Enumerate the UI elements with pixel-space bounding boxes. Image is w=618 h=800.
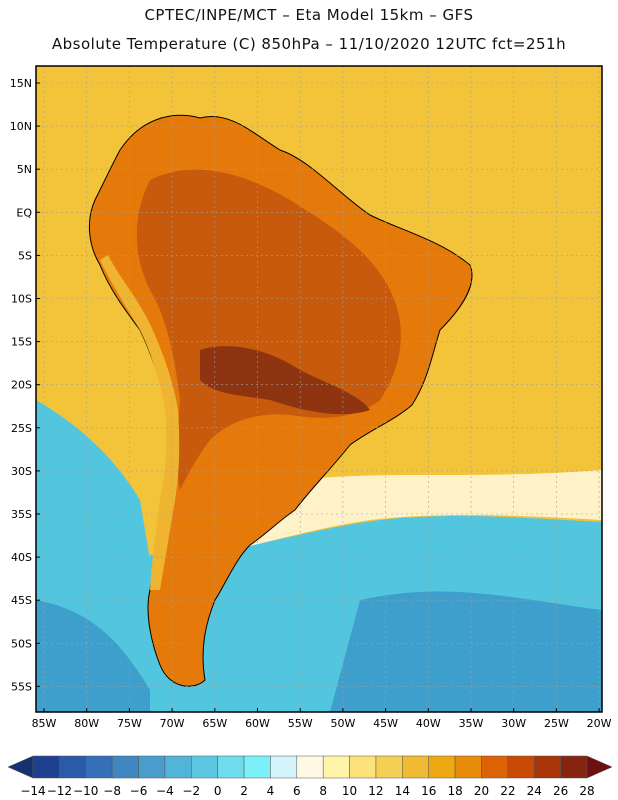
hottest-core <box>200 346 370 415</box>
lat-label: 55S <box>11 680 32 693</box>
lat-label: 5S <box>18 249 32 262</box>
colorbar-tick-label: −12 <box>47 784 72 798</box>
lon-label: 30W <box>501 717 526 730</box>
colorbar-swatch <box>402 755 429 779</box>
lat-label: 45S <box>11 594 32 607</box>
lon-label: 70W <box>160 717 185 730</box>
colorbar-tick-label: 20 <box>474 784 489 798</box>
lat-label: 5N <box>17 163 32 176</box>
graticule <box>36 66 602 712</box>
lon-label: 85W <box>32 717 57 730</box>
colorbar-swatch <box>164 755 192 779</box>
colorbar-tick-label: 4 <box>267 784 275 798</box>
colorbar-swatch <box>138 755 166 779</box>
colorbar-tick-label: 2 <box>240 784 248 798</box>
lat-label: 50S <box>11 637 32 650</box>
colorbar-tick-label: −6 <box>130 784 148 798</box>
lat-label: 10N <box>10 120 32 133</box>
lat-label: 30S <box>11 465 32 478</box>
colorbar-swatch <box>454 755 482 779</box>
colorbar-swatch <box>428 755 456 779</box>
colorbar-tick-label: 8 <box>319 784 327 798</box>
colorbar-swatch <box>243 755 271 779</box>
colorbar-tick-label: 28 <box>579 784 594 798</box>
map-frame <box>35 65 603 713</box>
colorbar-swatch <box>322 755 350 779</box>
lat-label: 15N <box>10 77 32 90</box>
colorbar-swatch <box>507 755 535 779</box>
lat-label: EQ <box>16 206 32 219</box>
colorbar-tick-label: 0 <box>214 784 222 798</box>
lon-label: 20W <box>587 717 612 730</box>
colorbar-tick-label: −14 <box>20 784 45 798</box>
colorbar-tick-label: 10 <box>342 784 357 798</box>
lat-label: 20S <box>11 379 32 392</box>
chart-title: CPTEC/INPE/MCT – Eta Model 15km – GFS <box>144 6 474 24</box>
lat-label: 10S <box>11 293 32 306</box>
colorbar-swatch <box>270 755 298 779</box>
lon-label: 65W <box>202 717 227 730</box>
lon-label: 35W <box>459 717 484 730</box>
colorbar-tick-label: 26 <box>553 784 568 798</box>
colorbar-tick-label: 6 <box>293 784 301 798</box>
colorbar-swatch <box>191 755 218 779</box>
colorbar-swatch <box>217 755 245 779</box>
colorbar-tick-label: 14 <box>395 784 410 798</box>
colorbar-tick-label: 12 <box>368 784 383 798</box>
colorbar-swatch <box>560 755 588 779</box>
colorbar-swatch <box>375 755 403 779</box>
colorbar-tick-label: −2 <box>182 784 200 798</box>
colorbar-tick-label: 16 <box>421 784 436 798</box>
andes-strip <box>100 255 180 590</box>
colder-ocean-south <box>36 591 602 712</box>
colorbar: −14 −12 −10 −8 −6 −4 −2 0 2 4 6 8 10 12 14 16 18 20 22 24 26… <box>7 755 613 798</box>
colorbar-tick-label: −8 <box>103 784 121 798</box>
colorbar-swatch <box>481 755 509 779</box>
colorbar-swatch <box>111 755 139 779</box>
colorbar-swatch <box>59 755 87 779</box>
lat-label: 15S <box>11 336 32 349</box>
lat-label: 40S <box>11 551 32 564</box>
colorbar-tick-label: −4 <box>156 784 174 798</box>
colorbar-swatch <box>296 755 324 779</box>
colorbar-max-arrow <box>586 755 613 779</box>
colorbar-swatch <box>533 755 561 779</box>
lon-label: 50W <box>330 717 355 730</box>
latitude-labels: 15N 10N 5N EQ 5S 10S 15S 20S 25S 30S 35S 40S 45S 50S 5… <box>10 77 40 693</box>
colorbar-tick-label: −10 <box>73 784 98 798</box>
lon-label: 75W <box>117 717 142 730</box>
chart-subtitle: Absolute Temperature (C) 850hPa – 11/10/… <box>51 35 567 53</box>
lon-label: 45W <box>373 717 398 730</box>
lon-label: 80W <box>74 717 99 730</box>
lon-label: 55W <box>288 717 313 730</box>
colorbar-min-arrow <box>7 755 34 779</box>
lat-label: 25S <box>11 422 32 435</box>
lon-label: 60W <box>245 717 270 730</box>
colorbar-tick-label: 18 <box>447 784 462 798</box>
colorbar-swatch <box>349 755 377 779</box>
colorbar-swatch <box>85 755 113 779</box>
colorbar-tick-label: 24 <box>527 784 542 798</box>
lat-label: 35S <box>11 508 32 521</box>
longitude-labels: 85W 80W 75W 70W 65W 60W 55W 50W 45W 40W 35W 30W 25W 2… <box>32 708 612 730</box>
colorbar-tick-label: 22 <box>500 784 515 798</box>
lon-label: 25W <box>544 717 569 730</box>
lon-label: 40W <box>416 717 441 730</box>
colorbar-swatch <box>32 755 60 779</box>
